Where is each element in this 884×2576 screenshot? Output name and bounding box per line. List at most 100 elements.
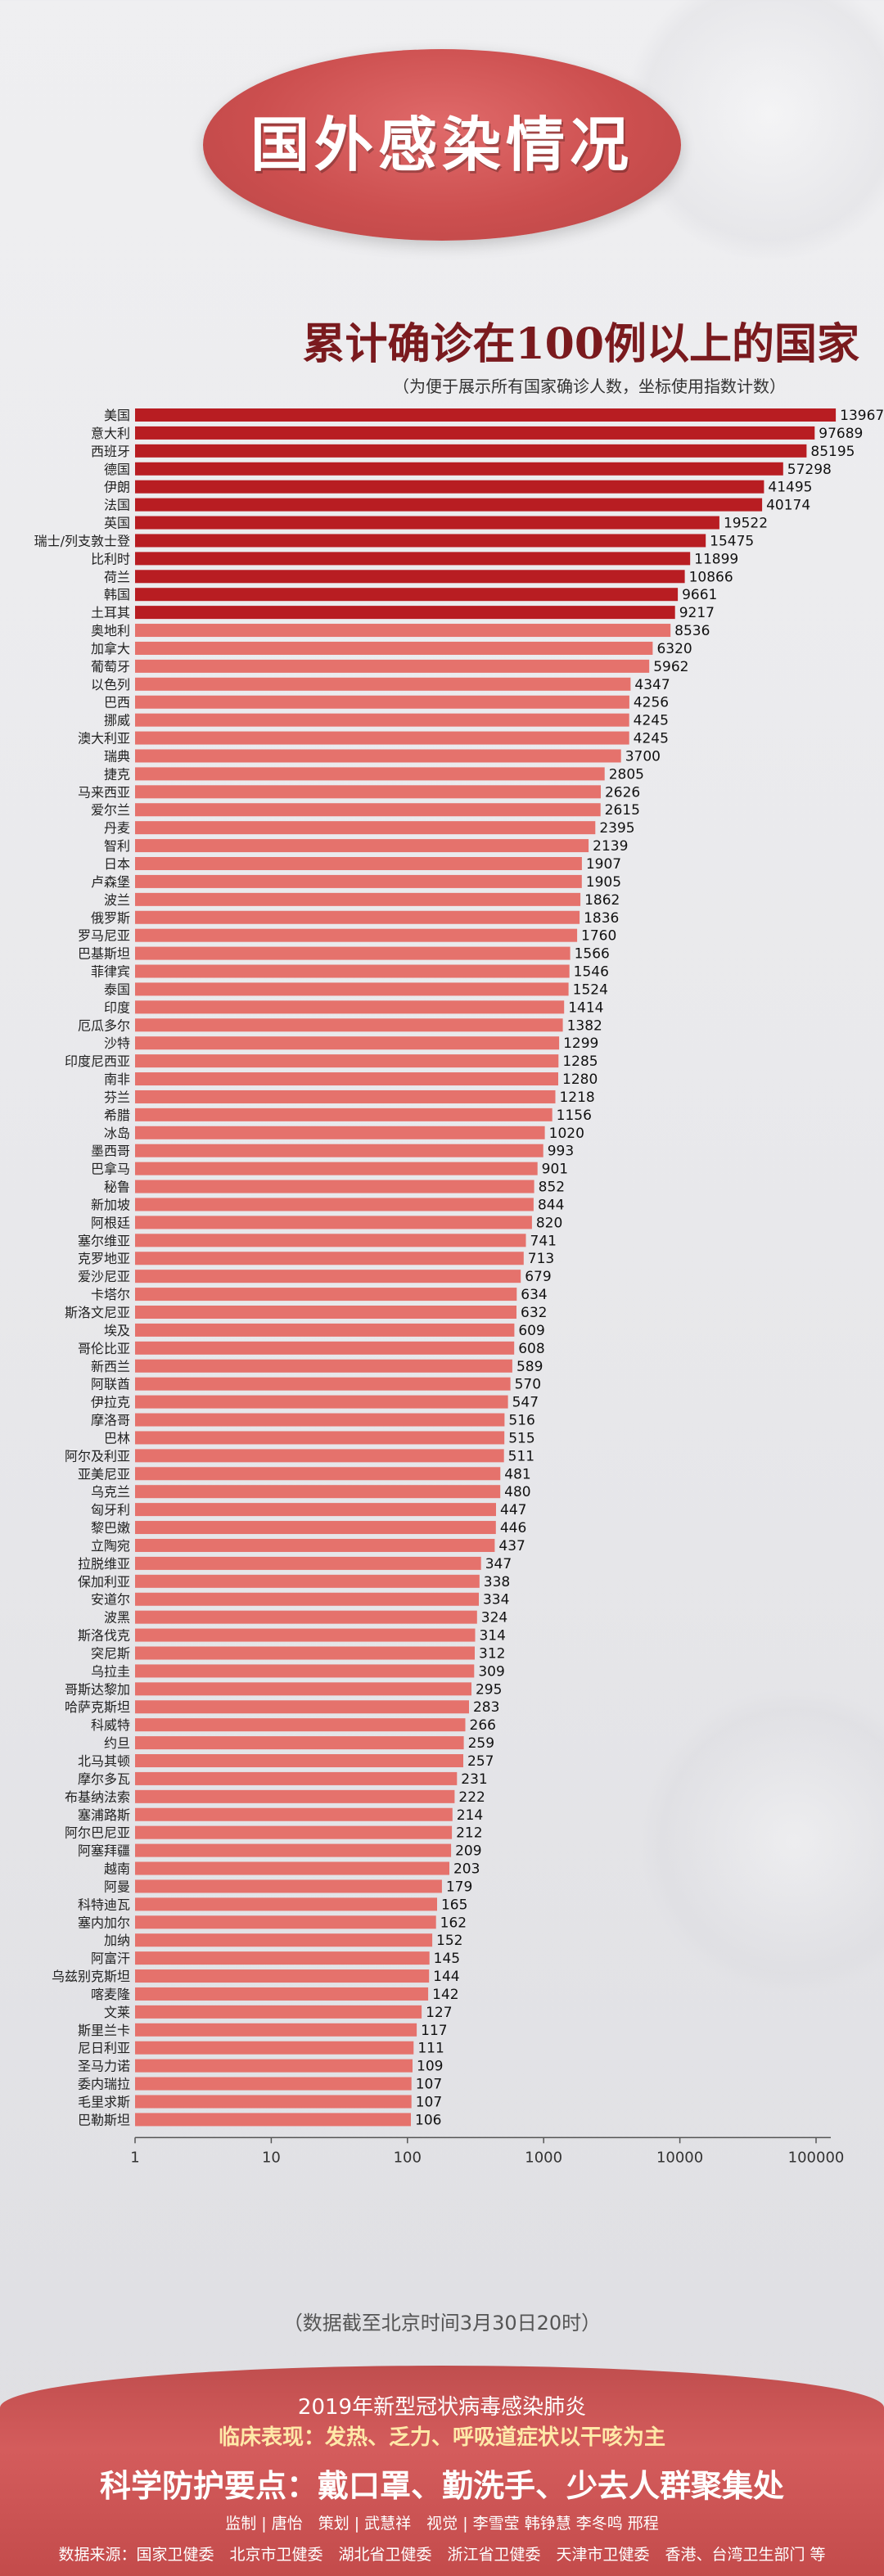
bar-20 <box>135 767 605 781</box>
value-label-40: 1020 <box>549 1126 584 1142</box>
bar-16 <box>135 695 629 709</box>
value-label-42: 901 <box>542 1162 568 1178</box>
bar-1 <box>135 426 815 440</box>
value-label-60: 480 <box>504 1484 530 1500</box>
value-label-70: 309 <box>478 1663 504 1680</box>
category-label-59: 亚美尼亚 <box>78 1466 130 1482</box>
bar-12 <box>135 624 671 638</box>
category-label-24: 智利 <box>104 838 130 854</box>
bar-53 <box>135 1359 512 1373</box>
category-label-65: 保加利亚 <box>78 1574 130 1590</box>
category-label-27: 波兰 <box>104 892 130 908</box>
data-date-note: （数据截至北京时间3月30日20时） <box>282 2312 602 2335</box>
bar-45 <box>135 1216 532 1229</box>
value-label-75: 257 <box>467 1753 494 1770</box>
bar-93 <box>135 2077 412 2091</box>
value-label-52: 608 <box>518 1341 544 1357</box>
value-label-54: 570 <box>515 1377 541 1393</box>
footer-banner <box>0 2366 884 2576</box>
category-label-14: 葡萄牙 <box>91 659 130 674</box>
bar-75 <box>135 1754 463 1767</box>
value-label-69: 312 <box>479 1645 505 1662</box>
value-label-46: 741 <box>530 1233 557 1249</box>
value-label-43: 852 <box>539 1180 565 1196</box>
category-label-87: 乌兹别克斯坦 <box>52 1969 130 1984</box>
x-tick-label-3: 1000 <box>525 2149 562 2166</box>
value-label-77: 222 <box>458 1789 485 1806</box>
value-label-14: 5962 <box>653 659 688 675</box>
value-label-67: 324 <box>481 1610 507 1626</box>
bar-71 <box>135 1682 471 1696</box>
category-label-1: 意大利 <box>91 426 130 441</box>
bar-54 <box>135 1377 511 1391</box>
bar-76 <box>135 1771 458 1785</box>
category-label-32: 泰国 <box>104 981 130 997</box>
category-label-91: 尼日利亚 <box>78 2041 130 2056</box>
category-label-49: 卡塔尔 <box>91 1287 130 1302</box>
bar-61 <box>135 1503 496 1517</box>
value-label-73: 266 <box>470 1717 496 1734</box>
value-label-78: 214 <box>457 1807 483 1824</box>
bar-35 <box>135 1036 560 1050</box>
bar-36 <box>135 1054 559 1068</box>
value-label-86: 145 <box>434 1951 460 1967</box>
bar-91 <box>135 2041 414 2055</box>
bar-78 <box>135 1807 453 1821</box>
bar-21 <box>135 785 601 799</box>
category-label-71: 哥斯达黎加 <box>65 1681 130 1697</box>
bar-22 <box>135 803 601 817</box>
value-label-55: 547 <box>512 1395 539 1411</box>
bar-58 <box>135 1449 504 1463</box>
value-label-66: 334 <box>483 1592 509 1608</box>
value-label-59: 481 <box>504 1466 530 1482</box>
bar-31 <box>135 964 570 978</box>
value-label-5: 40174 <box>766 498 810 514</box>
category-label-61: 匈牙利 <box>91 1502 130 1518</box>
bar-44 <box>135 1198 534 1211</box>
category-label-7: 瑞士/列支敦士登 <box>34 533 130 548</box>
value-label-30: 1566 <box>575 946 610 963</box>
category-label-54: 阿联酋 <box>91 1377 130 1392</box>
footer-data-sources: 数据来源：国家卫健委 北京市卫健委 湖北省卫健委 浙江省卫健委 天津市卫健委 香… <box>58 2546 826 2564</box>
category-label-90: 斯里兰卡 <box>78 2023 130 2038</box>
bar-42 <box>135 1162 538 1175</box>
value-label-39: 1156 <box>557 1108 592 1124</box>
bar-57 <box>135 1431 505 1445</box>
category-label-36: 印度尼西亚 <box>65 1053 130 1069</box>
chart-subtitle: （为便于展示所有国家确诊人数，坐标使用指数计数） <box>393 377 786 396</box>
value-label-35: 1299 <box>563 1035 598 1052</box>
bar-79 <box>135 1825 453 1839</box>
category-label-29: 罗马尼亚 <box>78 928 130 944</box>
category-label-13: 加拿大 <box>91 641 130 656</box>
category-label-21: 马来西亚 <box>78 784 130 800</box>
category-label-58: 阿尔及利亚 <box>65 1448 130 1464</box>
category-label-67: 波黑 <box>104 1610 130 1626</box>
category-label-31: 菲律宾 <box>91 964 130 980</box>
category-label-48: 爱沙尼亚 <box>78 1269 130 1284</box>
value-label-12: 8536 <box>674 623 710 639</box>
bar-51 <box>135 1323 515 1337</box>
category-label-85: 加纳 <box>104 1933 130 1948</box>
category-label-66: 安道尔 <box>91 1592 130 1608</box>
category-label-39: 希腊 <box>104 1108 130 1123</box>
bar-82 <box>135 1879 442 1893</box>
category-label-74: 约旦 <box>104 1735 130 1751</box>
bar-13 <box>135 641 653 655</box>
value-label-84: 162 <box>440 1915 467 1931</box>
bar-81 <box>135 1861 449 1875</box>
bar-88 <box>135 1987 429 2001</box>
value-label-50: 632 <box>521 1305 547 1321</box>
category-label-17: 挪威 <box>104 713 130 729</box>
value-label-56: 516 <box>508 1413 534 1429</box>
value-label-4: 41495 <box>768 480 812 496</box>
category-label-62: 黎巴嫩 <box>91 1520 130 1536</box>
category-label-80: 阿塞拜疆 <box>78 1843 130 1859</box>
category-label-73: 科威特 <box>91 1717 130 1733</box>
bar-40 <box>135 1126 545 1139</box>
value-label-93: 107 <box>416 2077 442 2093</box>
bar-33 <box>135 1000 565 1014</box>
value-label-37: 1280 <box>562 1071 598 1088</box>
value-label-72: 283 <box>473 1699 499 1716</box>
bar-17 <box>135 713 629 727</box>
category-label-60: 乌克兰 <box>91 1484 130 1500</box>
